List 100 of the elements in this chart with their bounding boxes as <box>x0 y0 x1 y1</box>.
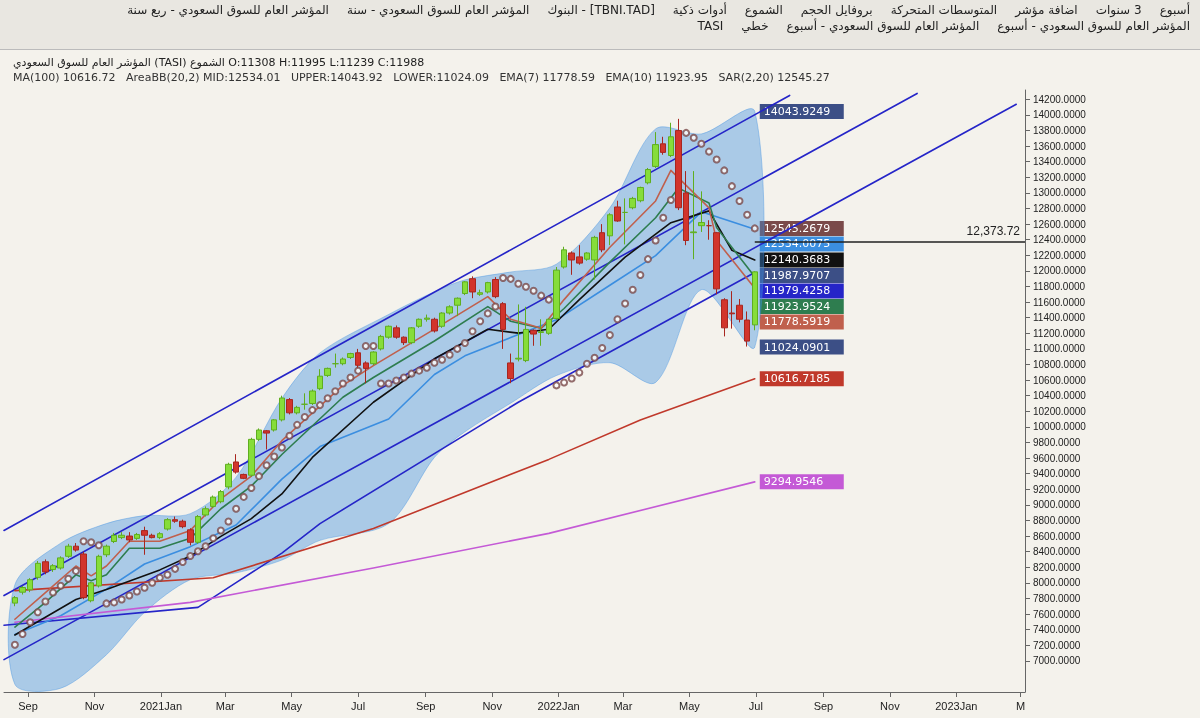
x-tick-label: Mar <box>613 699 633 712</box>
data-label: 12140.3683 <box>763 253 831 267</box>
y-tick-label: 7000.0000 <box>1033 655 1081 667</box>
annotation: 11987.9707 <box>763 268 831 282</box>
candlestick <box>88 581 94 603</box>
text: الشموع <box>744 3 783 17</box>
candlestick <box>706 219 712 241</box>
candlestick <box>370 350 377 366</box>
candlestick <box>187 527 194 546</box>
candlestick <box>713 231 720 295</box>
y-tick-label: 14200.0000 <box>1033 93 1087 105</box>
candlestick <box>279 395 285 422</box>
y-tick-label: 7400.0000 <box>1033 624 1081 636</box>
candlestick <box>469 275 476 299</box>
y-tick-label: 9800.0000 <box>1033 436 1081 448</box>
y-tick-label: 12000.0000 <box>1033 265 1087 277</box>
candlestick <box>263 429 270 450</box>
data-label: 11778.5919 <box>763 315 831 329</box>
candlestick <box>698 190 705 233</box>
text: خطي <box>741 19 769 33</box>
candlestick <box>80 551 87 600</box>
x-tick-label: Sep <box>813 699 834 712</box>
text: [TBNI.TAD] - البنوك <box>547 3 655 17</box>
line-series <box>14 377 756 592</box>
candlestick <box>195 514 201 545</box>
y-tick-label: 9400.0000 <box>1033 468 1081 480</box>
y-tick-label: 11200.0000 <box>1033 327 1086 339</box>
y-tick-label: 9600.0000 <box>1033 452 1081 464</box>
candlestick <box>652 131 659 169</box>
candlestick <box>553 266 560 321</box>
y-tick-label: 8600.0000 <box>1033 530 1081 542</box>
y-tick-label: 12600.0000 <box>1033 218 1087 230</box>
candlestick <box>157 531 163 540</box>
candlestick <box>477 289 483 297</box>
y-tick-label: 11400.0000 <box>1033 312 1086 324</box>
candlestick <box>210 494 216 509</box>
text: TASI <box>697 19 724 33</box>
x-tick-label: Sep <box>18 699 38 712</box>
y-tick-label: 13200.0000 <box>1033 171 1087 183</box>
candlestick <box>454 296 461 317</box>
candlestick <box>65 543 72 559</box>
candlestick <box>363 360 369 384</box>
candlestick <box>73 542 79 553</box>
y-tick-label: 7600.0000 <box>1033 608 1081 620</box>
candlestick <box>218 489 224 504</box>
text: المتوسطات المتحركة <box>890 3 998 17</box>
candlestick <box>240 473 247 480</box>
candlestick <box>622 197 628 245</box>
candlestick <box>690 170 697 260</box>
x-tick-label: Nov <box>84 699 105 712</box>
x-tick-label: Nov <box>880 699 901 712</box>
text: اضافة مؤشر <box>1015 3 1078 17</box>
candlestick <box>35 560 41 581</box>
data-label: 10616.7185 <box>763 372 831 386</box>
candlestick <box>126 531 133 543</box>
candlestick <box>500 301 506 350</box>
candlestick <box>530 328 537 347</box>
y-tick-label: 11800.0000 <box>1033 281 1086 293</box>
text: المؤشر العام للسوق السعودي - سنة <box>346 3 530 17</box>
candlestick <box>286 397 293 415</box>
text: أسبوع <box>1159 3 1190 17</box>
text: أدوات ذكية <box>672 3 727 17</box>
data-label: 11979.4258 <box>763 284 831 298</box>
x-tick-label: May <box>281 699 303 712</box>
candlestick <box>225 462 232 490</box>
y-tick-label: 13600.0000 <box>1033 140 1087 152</box>
text: بروفايل الحجم <box>800 3 873 17</box>
y-tick-label: 10400.0000 <box>1033 390 1087 402</box>
x-tick-label: May <box>679 699 701 712</box>
x-tick-label: Jul <box>351 699 366 712</box>
candlestick <box>507 353 514 384</box>
candlestick <box>164 517 171 532</box>
y-tick-label: 10000.0000 <box>1033 421 1087 433</box>
candlestick <box>607 212 613 246</box>
text: 3 سنوات <box>1095 3 1142 17</box>
x-tick-label: Mar <box>215 699 235 712</box>
candlestick <box>271 418 277 433</box>
candlestick <box>103 544 110 558</box>
text: المؤشر العام للسوق السعودي - أسبوع <box>786 19 980 33</box>
candlestick <box>538 318 544 347</box>
candlestick <box>233 453 239 475</box>
x-tick-label: 2023Jan <box>935 699 978 712</box>
x-tick-label: Jul <box>748 699 763 712</box>
candlestick <box>546 317 552 336</box>
x-tick-label: 2022Jan <box>537 699 580 712</box>
y-tick-label: 11600.0000 <box>1033 296 1086 308</box>
candlestick <box>645 167 651 185</box>
y-tick-label: 7200.0000 <box>1033 639 1081 651</box>
candlestick <box>431 317 438 334</box>
candlestick <box>416 317 422 329</box>
y-tick-label: 7800.0000 <box>1033 592 1081 604</box>
candlestick <box>408 326 415 345</box>
y-tick-label: 8800.0000 <box>1033 514 1081 526</box>
candlestick <box>660 136 666 156</box>
annotation: 11024.0901 <box>763 340 831 354</box>
candlestick <box>294 405 300 415</box>
y-tick-label: 14000.0000 <box>1033 109 1087 121</box>
candlestick <box>462 280 468 296</box>
y-tick-label: 13800.0000 <box>1033 125 1087 137</box>
y-tick-label: 8200.0000 <box>1033 561 1081 573</box>
